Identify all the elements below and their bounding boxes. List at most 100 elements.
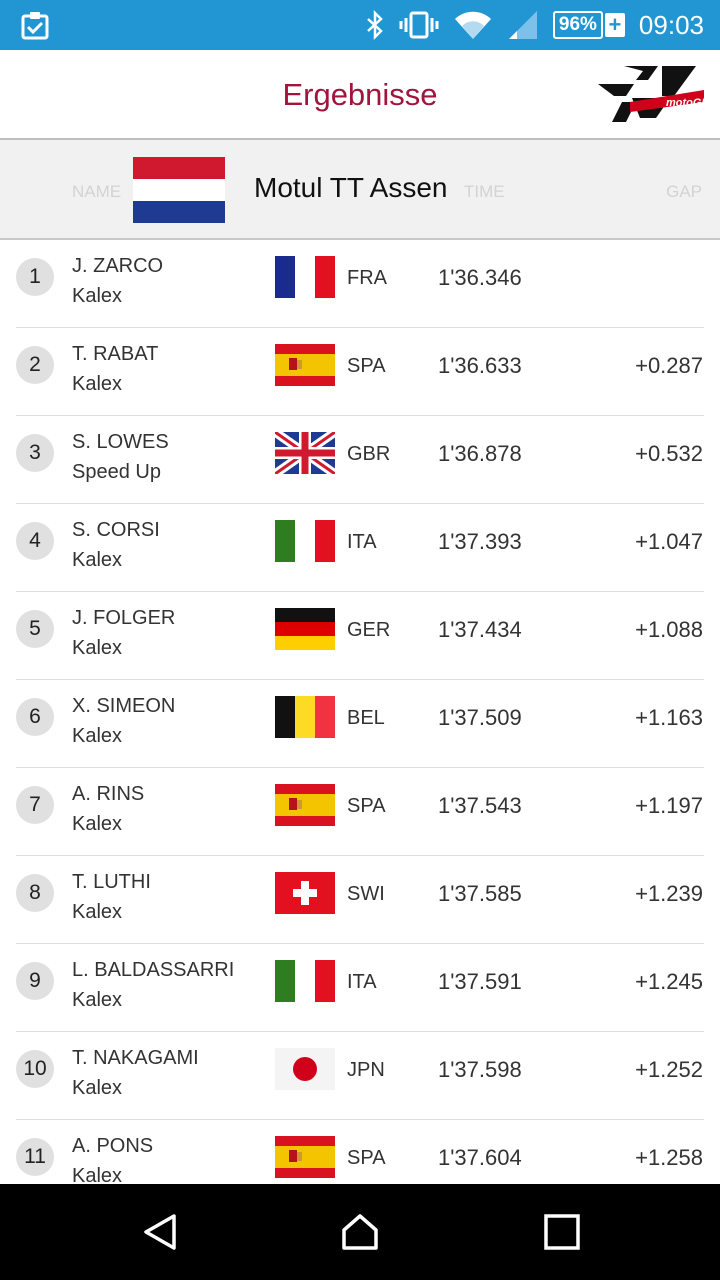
country-flag-icon: [275, 1136, 335, 1178]
position-badge: 4: [16, 522, 54, 560]
rider-name: T. LUTHI: [72, 871, 151, 893]
rider-info: J. ZARCO Kalex: [72, 251, 163, 311]
lap-time: 1'37.585: [438, 881, 522, 906]
back-icon[interactable]: [140, 1212, 180, 1252]
result-row[interactable]: 7 A. RINS Kalex SPA 1'37.543 +1.197: [0, 768, 720, 856]
results-list[interactable]: 1 J. ZARCO Kalex FRA 1'36.346 2 T. RABAT Kalex S…: [0, 240, 720, 1208]
nationality: SPA: [347, 795, 386, 817]
rider-info: T. RABAT Kalex: [72, 339, 158, 399]
team-name: Kalex: [72, 725, 123, 747]
rider-name: X. SIMEON: [72, 695, 176, 717]
gap-value: +1.197: [635, 793, 703, 818]
gap-value: +1.252: [635, 1057, 703, 1082]
result-row[interactable]: 4 S. CORSI Kalex ITA 1'37.393 +1.047: [0, 504, 720, 592]
column-header-gap: GAP: [666, 182, 702, 201]
gap-value: +1.047: [635, 529, 703, 554]
charging-icon: +: [604, 12, 625, 37]
rider-info: X. SIMEON Kalex: [72, 691, 175, 751]
result-row[interactable]: 3 S. LOWES Speed Up GBR 1'36.878 +0.532: [0, 416, 720, 504]
row-divider: [16, 1119, 704, 1120]
result-row[interactable]: 2 T. RABAT Kalex SPA 1'36.633 +0.287: [0, 328, 720, 416]
row-divider: [16, 415, 704, 416]
home-icon[interactable]: [340, 1212, 380, 1252]
position-badge: 10: [16, 1050, 54, 1088]
bluetooth-icon: [367, 10, 383, 40]
position-badge: 3: [16, 434, 54, 472]
gap-value: +1.239: [635, 881, 703, 906]
rider-info: S. CORSI Kalex: [72, 515, 160, 575]
lap-time: 1'36.633: [438, 353, 522, 378]
row-divider: [16, 855, 704, 856]
result-row[interactable]: 6 X. SIMEON Kalex BEL 1'37.509 +1.163: [0, 680, 720, 768]
nationality: GBR: [347, 443, 391, 465]
rider-name: A. RINS: [72, 783, 145, 805]
result-row[interactable]: 11 A. PONS Kalex SPA 1'37.604 +1.258: [0, 1120, 720, 1208]
nationality: BEL: [347, 707, 385, 729]
result-row[interactable]: 1 J. ZARCO Kalex FRA 1'36.346: [0, 240, 720, 328]
netherlands-flag-icon: [133, 157, 225, 223]
app-header: Ergebnisse motoGP: [0, 50, 720, 140]
team-name: Speed Up: [72, 461, 161, 483]
svg-text:motoGP: motoGP: [666, 97, 708, 109]
lap-time: 1'37.434: [438, 617, 522, 642]
team-name: Kalex: [72, 1165, 123, 1187]
rider-info: A. PONS Kalex: [72, 1131, 153, 1191]
event-banner: NAME TIME GAP Motul TT Assen: [0, 140, 720, 240]
team-name: Kalex: [72, 901, 123, 923]
column-header-time: TIME: [464, 182, 505, 201]
row-divider: [16, 943, 704, 944]
nationality: SPA: [347, 1147, 386, 1169]
column-header-name: NAME: [72, 182, 122, 201]
country-flag-icon: [275, 256, 335, 298]
result-row[interactable]: 8 T. LUTHI Kalex SWI 1'37.585 +1.239: [0, 856, 720, 944]
team-name: Kalex: [72, 637, 123, 659]
team-name: Kalex: [72, 813, 123, 835]
country-flag-icon: [275, 520, 335, 562]
vibrate-icon: [399, 11, 439, 39]
position-badge: 8: [16, 874, 54, 912]
gap-value: +0.287: [635, 353, 703, 378]
wifi-icon: [454, 11, 491, 39]
clipboard-check-icon: [21, 12, 49, 40]
recents-icon[interactable]: [542, 1212, 582, 1252]
lap-time: 1'37.598: [438, 1057, 522, 1082]
row-divider: [16, 1031, 704, 1032]
battery-indicator: 96% +: [552, 11, 625, 39]
position-badge: 1: [16, 258, 54, 296]
gap-value: +1.245: [635, 969, 703, 994]
country-flag-icon: [275, 432, 335, 474]
lap-time: 1'37.591: [438, 969, 522, 994]
row-divider: [16, 767, 704, 768]
team-name: Kalex: [72, 373, 123, 395]
position-badge: 9: [16, 962, 54, 1000]
nationality: FRA: [347, 267, 387, 289]
country-flag-icon: [275, 872, 335, 914]
event-title: Motul TT Assen: [254, 172, 448, 203]
rider-name: A. PONS: [72, 1135, 154, 1157]
result-row[interactable]: 5 J. FOLGER Kalex GER 1'37.434 +1.088: [0, 592, 720, 680]
navigation-bar: [0, 1184, 720, 1280]
position-badge: 5: [16, 610, 54, 648]
result-row[interactable]: 10 T. NAKAGAMI Kalex JPN 1'37.598 +1.252: [0, 1032, 720, 1120]
status-bar: 96% + 09:03: [0, 0, 720, 50]
motogp-logo[interactable]: motoGP: [596, 62, 708, 126]
country-flag-icon: [275, 696, 335, 738]
lap-time: 1'36.346: [438, 265, 522, 290]
rider-name: T. RABAT: [72, 343, 159, 365]
position-badge: 6: [16, 698, 54, 736]
position-badge: 11: [16, 1138, 54, 1176]
country-flag-icon: [275, 344, 335, 386]
clock: 09:03: [638, 9, 704, 40]
gap-value: +1.163: [635, 705, 703, 730]
gap-value: +0.532: [635, 441, 703, 466]
rider-name: T. NAKAGAMI: [72, 1047, 199, 1069]
team-name: Kalex: [72, 285, 123, 307]
result-row[interactable]: 9 L. BALDASSARRI Kalex ITA 1'37.591 +1.245: [0, 944, 720, 1032]
signal-icon: [508, 11, 537, 39]
gap-value: +1.088: [635, 617, 703, 642]
nationality: SPA: [347, 355, 386, 377]
gap-value: +1.258: [635, 1145, 703, 1170]
nationality: SWI: [347, 883, 385, 905]
team-name: Kalex: [72, 549, 123, 571]
rider-info: J. FOLGER Kalex: [72, 603, 175, 663]
